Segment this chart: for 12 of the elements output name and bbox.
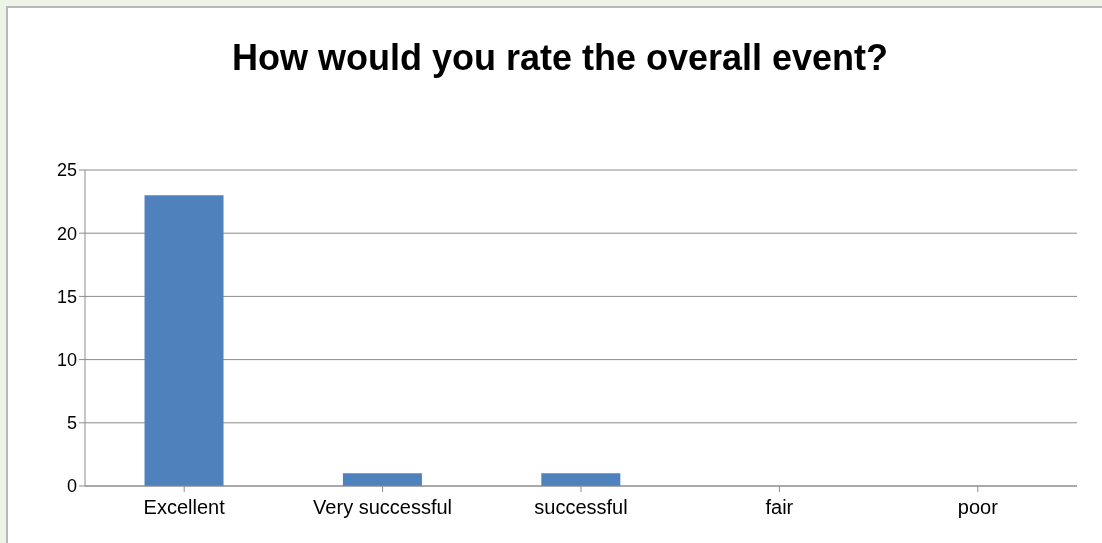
x-tick-label: Very successful xyxy=(313,496,453,519)
x-tick-label: Excellent xyxy=(143,496,226,519)
x-tick-label: poor xyxy=(957,496,999,519)
y-tick-label: 25 xyxy=(56,160,77,181)
y-tick-label: 0 xyxy=(66,476,77,497)
y-tick-label: 15 xyxy=(56,286,77,307)
y-tick-label: 5 xyxy=(66,413,77,434)
x-tick-label: successful xyxy=(534,496,628,519)
x-tick-label: fair xyxy=(765,496,794,519)
y-tick-label: 10 xyxy=(56,349,77,370)
chart-title: How would you rate the overall event? xyxy=(230,36,890,80)
y-tick-label: 20 xyxy=(56,223,77,244)
